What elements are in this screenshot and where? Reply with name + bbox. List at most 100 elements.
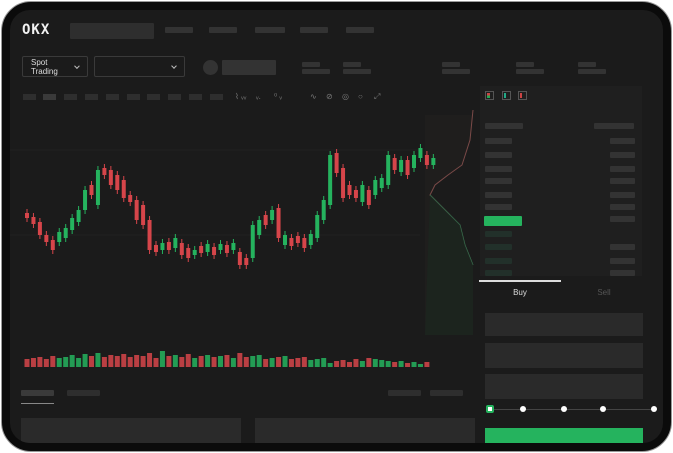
candle bbox=[263, 215, 268, 225]
volume-bar bbox=[301, 357, 307, 367]
book-asks-icon[interactable] bbox=[518, 91, 527, 100]
book-both-icon[interactable] bbox=[485, 91, 494, 100]
timeframe-button[interactable] bbox=[23, 94, 36, 100]
timeframe-button[interactable] bbox=[189, 94, 202, 100]
candle bbox=[95, 170, 100, 205]
column-header-amount bbox=[594, 123, 634, 129]
timeframe-button[interactable] bbox=[210, 94, 223, 100]
search-bar[interactable] bbox=[70, 23, 154, 39]
slider-stop[interactable] bbox=[651, 406, 657, 412]
circle-icon[interactable]: ○ bbox=[358, 92, 363, 101]
line-tool-icon[interactable]: ∿ bbox=[310, 92, 317, 101]
okx-logo[interactable]: OKX bbox=[22, 22, 51, 38]
volume-bar bbox=[185, 354, 191, 367]
nav-item[interactable] bbox=[209, 27, 237, 33]
candle bbox=[360, 185, 365, 202]
volume-bar bbox=[218, 356, 223, 367]
tab-sell[interactable]: Sell bbox=[597, 288, 611, 297]
volume-bar bbox=[121, 354, 127, 367]
total-input[interactable] bbox=[485, 374, 643, 399]
timeframe-button[interactable] bbox=[168, 94, 181, 100]
timeframe-button[interactable] bbox=[147, 94, 160, 100]
stat-value bbox=[343, 69, 371, 74]
candle bbox=[405, 160, 410, 175]
candlestick-chart[interactable] bbox=[10, 105, 480, 370]
candle bbox=[224, 245, 229, 253]
order-book bbox=[480, 86, 642, 276]
bid-price[interactable] bbox=[485, 270, 512, 276]
candle bbox=[108, 170, 113, 185]
slider-stop[interactable] bbox=[600, 406, 606, 412]
volume-bar bbox=[205, 355, 211, 367]
candle bbox=[341, 168, 346, 198]
ask-price[interactable] bbox=[485, 178, 512, 184]
nav-item[interactable] bbox=[255, 27, 285, 33]
volume-bar bbox=[82, 354, 88, 367]
trading-screen: OKX Spot Trading ⌇ ᵥᵥ ᵥ. ⁰ ᵥ ∿ ⊘ ◎ ○ ⤢ bbox=[10, 10, 663, 443]
ask-price[interactable] bbox=[485, 152, 512, 158]
bid-price[interactable] bbox=[485, 258, 512, 264]
candle bbox=[366, 190, 371, 205]
settings-icon[interactable]: ⁰ ᵥ bbox=[274, 92, 282, 101]
volume-bar bbox=[76, 358, 82, 367]
volume-bar bbox=[192, 358, 198, 367]
bid-price[interactable] bbox=[485, 231, 512, 237]
timeframe-button[interactable] bbox=[106, 94, 119, 100]
volume-bar bbox=[24, 359, 30, 367]
indicator-icon[interactable]: ⌇ ᵥᵥ bbox=[235, 92, 247, 101]
candle bbox=[25, 213, 29, 218]
tab-buy[interactable]: Buy bbox=[513, 288, 527, 297]
slider-stop[interactable] bbox=[520, 406, 526, 412]
market-type-label: Spot Trading bbox=[31, 57, 58, 76]
buy-button[interactable] bbox=[485, 428, 643, 443]
stat-value bbox=[442, 69, 470, 74]
volume-bar bbox=[108, 355, 114, 367]
candle bbox=[392, 158, 397, 170]
stat-value bbox=[302, 69, 330, 74]
expand-icon[interactable]: ⤢ bbox=[374, 92, 381, 101]
nav-item[interactable] bbox=[165, 27, 193, 33]
pair-price bbox=[222, 60, 276, 75]
market-type-dropdown[interactable]: Spot Trading bbox=[22, 56, 88, 77]
stat-label bbox=[578, 62, 596, 67]
ask-price[interactable] bbox=[485, 192, 512, 198]
amount-input[interactable] bbox=[485, 343, 643, 368]
pen-icon[interactable]: ⊘ bbox=[326, 92, 333, 101]
volume-bar bbox=[372, 359, 378, 367]
candle bbox=[276, 208, 281, 238]
book-bids-icon[interactable] bbox=[502, 91, 511, 100]
target-icon[interactable]: ◎ bbox=[342, 92, 349, 101]
timeframe-button[interactable] bbox=[85, 94, 98, 100]
pair-dropdown[interactable] bbox=[94, 56, 185, 77]
bid-price[interactable] bbox=[485, 244, 512, 250]
slider-track[interactable] bbox=[490, 409, 656, 410]
price-input[interactable] bbox=[485, 313, 643, 336]
chart-type-icon[interactable]: ᵥ. bbox=[256, 92, 261, 101]
timeframe-button[interactable] bbox=[43, 94, 56, 100]
tab-order-history[interactable] bbox=[67, 390, 100, 396]
filter-button[interactable] bbox=[430, 390, 463, 396]
nav-item[interactable] bbox=[346, 27, 374, 33]
coin-icon bbox=[203, 60, 218, 75]
ask-price[interactable] bbox=[485, 138, 512, 144]
timeframe-button[interactable] bbox=[127, 94, 140, 100]
tab-open-orders[interactable] bbox=[21, 390, 54, 396]
volume-bar bbox=[295, 358, 301, 367]
candle bbox=[37, 222, 42, 235]
volume-bar bbox=[211, 357, 217, 367]
nav-item[interactable] bbox=[300, 27, 328, 33]
volume-bar bbox=[340, 360, 346, 367]
ask-price[interactable] bbox=[485, 204, 512, 210]
candle bbox=[89, 185, 94, 195]
candle bbox=[321, 200, 326, 220]
slider-stop[interactable] bbox=[561, 406, 567, 412]
volume-bar bbox=[379, 360, 385, 367]
volume-bar bbox=[114, 356, 120, 367]
candle bbox=[160, 243, 165, 250]
timeframe-button[interactable] bbox=[64, 94, 77, 100]
ask-price[interactable] bbox=[485, 166, 512, 172]
candle bbox=[353, 190, 358, 198]
candle bbox=[44, 235, 49, 242]
filter-button[interactable] bbox=[388, 390, 421, 396]
slider-handle[interactable] bbox=[486, 405, 494, 413]
